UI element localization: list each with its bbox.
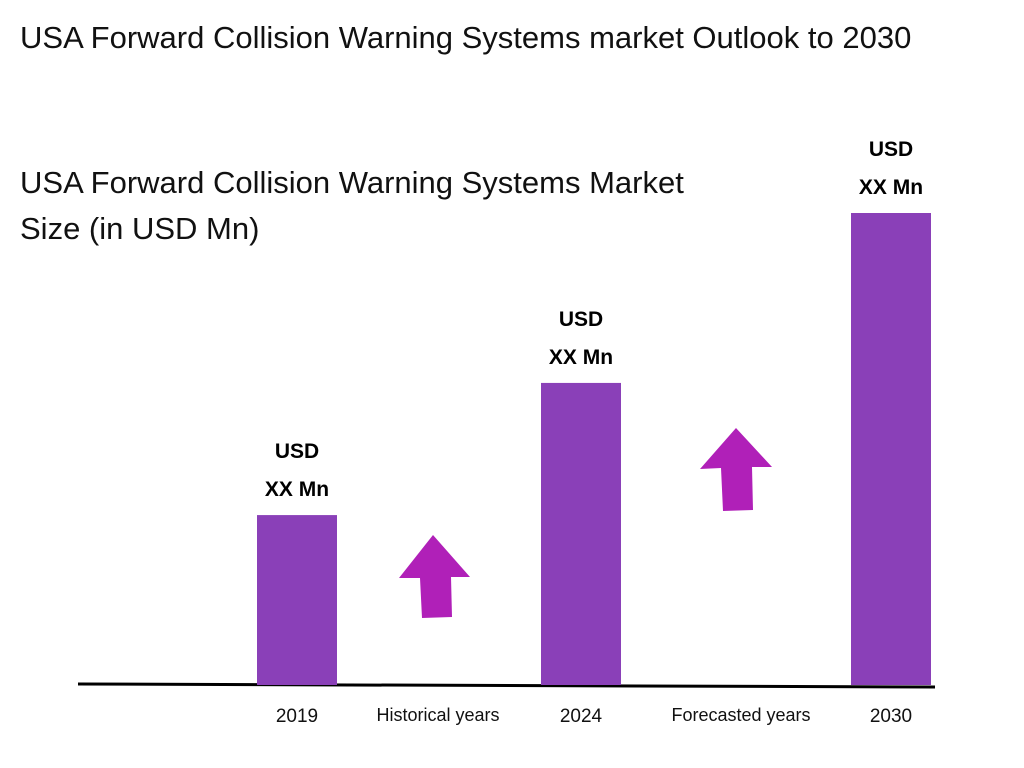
data-label-line1: USD xyxy=(559,308,603,331)
data-label-line1: USD xyxy=(275,440,319,463)
chart-subtitle: USA Forward Collision Warning Systems Ma… xyxy=(20,165,684,246)
up-arrow-icon xyxy=(399,535,470,618)
x-tick-label: 2019 xyxy=(276,706,318,727)
bar-2019 xyxy=(257,515,337,685)
x-axis-line xyxy=(77,682,936,689)
data-label-line1: USD xyxy=(869,138,913,161)
up-arrow-icon xyxy=(700,428,772,511)
data-label-line2: XX Mn xyxy=(859,176,923,199)
x-tick-label: 2024 xyxy=(560,706,603,727)
period-label-historical: Historical years xyxy=(376,705,499,725)
bar-2030 xyxy=(851,213,931,685)
data-label-line2: XX Mn xyxy=(265,478,329,501)
bar-2024 xyxy=(541,382,621,685)
period-label-forecasted: Forecasted years xyxy=(671,705,810,725)
x-tick-label: 2030 xyxy=(870,706,912,727)
data-label-line2: XX Mn xyxy=(549,346,613,369)
chart-title: USA Forward Collision Warning Systems ma… xyxy=(20,20,912,55)
